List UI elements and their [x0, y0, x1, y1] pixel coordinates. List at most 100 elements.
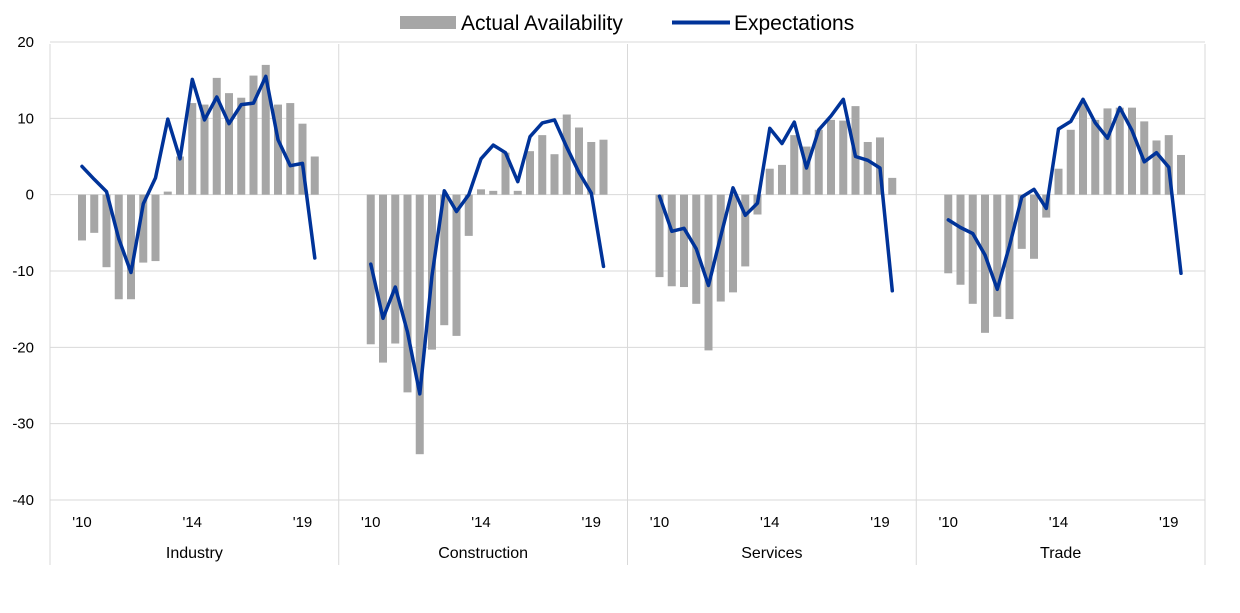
availability-bar	[403, 194, 412, 393]
availability-bar	[729, 194, 737, 293]
availability-bar	[225, 93, 233, 195]
panel-label: Trade	[1040, 545, 1081, 562]
x-tick-label: '14	[760, 514, 780, 531]
availability-bar	[237, 97, 246, 195]
availability-bar	[1115, 107, 1124, 195]
y-tick-label: 0	[26, 187, 34, 204]
expectations-line	[657, 97, 895, 293]
x-tick-label: '10	[938, 514, 958, 531]
x-tick-label: '14	[182, 514, 202, 531]
availability-bar	[981, 194, 989, 333]
availability-bar	[249, 75, 258, 195]
availability-bar	[667, 194, 676, 287]
availability-bar	[513, 190, 522, 195]
availability-bar	[526, 151, 534, 195]
availability-bar	[1091, 119, 1100, 195]
axis-layer: 20 10 0 -10 -20 -30 -40 '10 '14 '19 Industry '10 '14…	[12, 34, 1178, 562]
availability-bar	[452, 194, 461, 336]
x-tick-label: '19	[870, 514, 890, 531]
availability-bar	[102, 194, 111, 268]
x-tick-label: '10	[650, 514, 670, 531]
availability-bar	[188, 103, 197, 195]
availability-bar	[550, 154, 559, 195]
availability-bar	[1066, 129, 1075, 195]
availability-bar	[78, 194, 86, 241]
availability-bar	[163, 191, 172, 195]
availability-bar	[274, 104, 282, 195]
availability-bar	[139, 194, 148, 263]
legend-label-expectations: Expectations	[734, 12, 854, 35]
y-tick-label: 10	[17, 110, 34, 127]
x-tick-label: '14	[1049, 514, 1069, 531]
expectations-line	[80, 74, 317, 275]
availability-bar	[151, 194, 160, 262]
expectations-line	[946, 97, 1183, 292]
legend: Actual Availability Expectations	[400, 12, 854, 35]
availability-bar	[790, 135, 799, 195]
legend-label-actual-availability: Actual Availability	[461, 12, 623, 35]
availability-bar	[415, 194, 424, 455]
availability-bar	[1103, 108, 1112, 195]
availability-bar	[1054, 168, 1063, 195]
availability-bar	[310, 156, 319, 195]
availability-bar	[778, 164, 786, 195]
y-tick-label: -20	[12, 339, 34, 356]
x-tick-label: '19	[293, 514, 313, 531]
availability-bar	[286, 103, 295, 195]
x-tick-label: '10	[72, 514, 92, 531]
panel-label: Construction	[438, 545, 528, 562]
availability-bar	[1017, 194, 1026, 249]
expectations-line	[369, 118, 606, 396]
panel-label: Industry	[166, 545, 223, 562]
y-tick-label: -40	[12, 492, 34, 509]
availability-bar	[716, 194, 725, 302]
availability-bar	[212, 77, 221, 195]
availability-bar	[477, 189, 485, 195]
y-tick-label: 20	[17, 34, 34, 51]
availability-bar	[839, 120, 848, 195]
availability-bar	[379, 194, 387, 363]
availability-bar	[90, 194, 99, 233]
availability-bar	[944, 194, 953, 274]
availability-bar	[176, 156, 184, 195]
availability-bar	[1079, 103, 1087, 195]
availability-bar	[802, 146, 811, 195]
availability-bar	[1128, 107, 1136, 195]
availability-bar	[741, 194, 750, 267]
availability-bar	[562, 114, 571, 195]
availability-bar	[1005, 194, 1014, 320]
x-tick-label: '14	[471, 514, 491, 531]
availability-bar	[391, 194, 400, 344]
x-tick-label: '19	[1159, 514, 1179, 531]
availability-bar	[440, 194, 449, 326]
panel-label: Services	[741, 545, 802, 562]
grid-layer	[49, 41, 1206, 565]
availability-bar	[127, 194, 135, 300]
availability-bar	[765, 168, 774, 195]
availability-bar	[538, 135, 547, 195]
availability-bar	[114, 194, 123, 300]
availability-bar	[575, 127, 583, 195]
x-tick-label: '19	[581, 514, 601, 531]
x-tick-label: '10	[361, 514, 381, 531]
availability-bar	[704, 194, 713, 351]
availability-bar	[599, 139, 608, 195]
availability-bar	[464, 194, 473, 236]
lines-layer	[80, 74, 1183, 396]
y-tick-label: -30	[12, 416, 34, 433]
legend-swatch-actual-availability	[400, 16, 456, 29]
availability-bar	[680, 194, 688, 288]
availability-bar	[968, 194, 977, 304]
availability-bar	[888, 177, 897, 195]
availability-bar	[814, 129, 823, 195]
availability-bar	[863, 141, 872, 195]
availability-bar	[587, 141, 596, 195]
availability-bar	[956, 194, 965, 285]
bars-layer	[78, 64, 1185, 455]
availability-bar	[993, 194, 1002, 317]
availability-bar	[1152, 140, 1161, 195]
availability-bar	[655, 194, 664, 278]
availability-bar	[827, 119, 835, 195]
availability-bar	[298, 123, 307, 195]
